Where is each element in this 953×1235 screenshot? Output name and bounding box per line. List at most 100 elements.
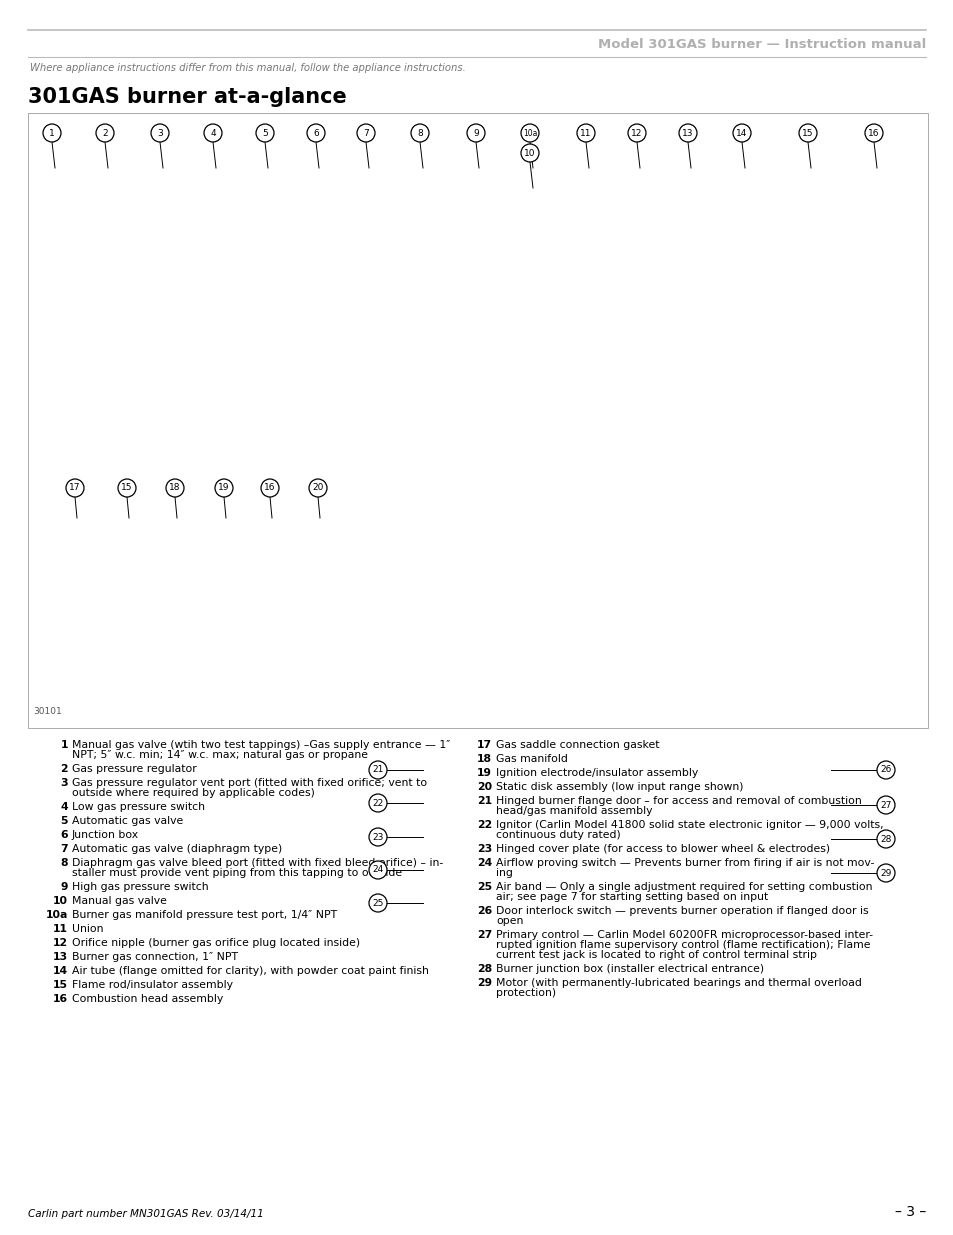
Circle shape — [627, 124, 645, 142]
Circle shape — [356, 124, 375, 142]
Text: Gas pressure regulator: Gas pressure regulator — [71, 764, 196, 774]
Circle shape — [43, 124, 61, 142]
Text: 21: 21 — [372, 766, 383, 774]
Text: 15: 15 — [53, 979, 68, 990]
Text: Airflow proving switch — Prevents burner from firing if air is not mov-: Airflow proving switch — Prevents burner… — [496, 858, 874, 868]
Text: Low gas pressure switch: Low gas pressure switch — [71, 802, 205, 811]
Text: Where appliance instructions differ from this manual, follow the appliance instr: Where appliance instructions differ from… — [30, 63, 465, 73]
Text: 22: 22 — [372, 799, 383, 808]
Text: open: open — [496, 916, 523, 926]
Text: 24: 24 — [476, 858, 492, 868]
Circle shape — [96, 124, 113, 142]
Text: 20: 20 — [476, 782, 492, 792]
Text: Motor (with permanently-lubricated bearings and thermal overload: Motor (with permanently-lubricated beari… — [496, 978, 861, 988]
FancyBboxPatch shape — [28, 112, 927, 727]
Text: 10: 10 — [524, 148, 536, 158]
Text: 24: 24 — [372, 866, 383, 874]
Text: ing: ing — [496, 868, 513, 878]
Text: 16: 16 — [264, 483, 275, 493]
Text: 12: 12 — [631, 128, 642, 137]
Text: Union: Union — [71, 924, 103, 934]
Circle shape — [261, 479, 278, 496]
Text: staller must provide vent piping from this tapping to outside: staller must provide vent piping from th… — [71, 868, 402, 878]
Text: 16: 16 — [52, 994, 68, 1004]
Text: 12: 12 — [52, 937, 68, 948]
Text: Model 301GAS burner — Instruction manual: Model 301GAS burner — Instruction manual — [598, 37, 925, 51]
Text: 7: 7 — [363, 128, 369, 137]
Text: 28: 28 — [880, 835, 891, 844]
Text: Orifice nipple (burner gas orifice plug located inside): Orifice nipple (burner gas orifice plug … — [71, 937, 359, 948]
Text: 10a: 10a — [522, 128, 537, 137]
Text: 17: 17 — [476, 740, 492, 750]
Text: 10a: 10a — [46, 910, 68, 920]
Circle shape — [876, 830, 894, 848]
Text: 301GAS burner at-a-glance: 301GAS burner at-a-glance — [28, 86, 346, 107]
Circle shape — [255, 124, 274, 142]
Text: 14: 14 — [52, 966, 68, 976]
Text: 11: 11 — [579, 128, 591, 137]
Circle shape — [732, 124, 750, 142]
Text: NPT; 5″ w.c. min; 14″ w.c. max; natural gas or propane: NPT; 5″ w.c. min; 14″ w.c. max; natural … — [71, 750, 368, 760]
Circle shape — [864, 124, 882, 142]
Text: High gas pressure switch: High gas pressure switch — [71, 882, 209, 892]
Text: Hinged cover plate (for access to blower wheel & electrodes): Hinged cover plate (for access to blower… — [496, 844, 829, 853]
Circle shape — [799, 124, 816, 142]
Text: 15: 15 — [121, 483, 132, 493]
Text: Door interlock switch — prevents burner operation if flanged door is: Door interlock switch — prevents burner … — [496, 906, 868, 916]
Circle shape — [151, 124, 169, 142]
Text: 19: 19 — [218, 483, 230, 493]
Text: 23: 23 — [476, 844, 492, 853]
Text: 11: 11 — [53, 924, 68, 934]
Text: Burner gas connection, 1″ NPT: Burner gas connection, 1″ NPT — [71, 952, 237, 962]
Text: Burner junction box (installer electrical entrance): Burner junction box (installer electrica… — [496, 963, 763, 974]
Text: 2: 2 — [102, 128, 108, 137]
Circle shape — [369, 861, 387, 879]
Text: 2: 2 — [60, 764, 68, 774]
Text: Flame rod/insulator assembly: Flame rod/insulator assembly — [71, 979, 233, 990]
Text: Gas pressure regulator vent port (fitted with fixed orifice; vent to: Gas pressure regulator vent port (fitted… — [71, 778, 427, 788]
Text: Gas saddle connection gasket: Gas saddle connection gasket — [496, 740, 659, 750]
Circle shape — [876, 797, 894, 814]
Text: Air band — Only a single adjustment required for setting combustion: Air band — Only a single adjustment requ… — [496, 882, 872, 892]
Text: 8: 8 — [416, 128, 422, 137]
Text: 5: 5 — [60, 816, 68, 826]
Text: 9: 9 — [60, 882, 68, 892]
Text: 6: 6 — [313, 128, 318, 137]
Text: air; see page 7 for starting setting based on input: air; see page 7 for starting setting bas… — [496, 892, 767, 902]
Circle shape — [520, 124, 538, 142]
Text: 9: 9 — [473, 128, 478, 137]
Text: 23: 23 — [372, 832, 383, 841]
Text: 25: 25 — [372, 899, 383, 908]
Circle shape — [118, 479, 136, 496]
Text: protection): protection) — [496, 988, 556, 998]
Text: 1: 1 — [60, 740, 68, 750]
Circle shape — [369, 894, 387, 911]
Text: 10: 10 — [53, 895, 68, 906]
Text: 27: 27 — [880, 800, 891, 809]
Text: 27: 27 — [476, 930, 492, 940]
Text: 6: 6 — [60, 830, 68, 840]
Text: Junction box: Junction box — [71, 830, 139, 840]
Text: 3: 3 — [60, 778, 68, 788]
Text: 13: 13 — [681, 128, 693, 137]
Text: 29: 29 — [880, 868, 891, 878]
Circle shape — [309, 479, 327, 496]
Text: 8: 8 — [60, 858, 68, 868]
Text: Manual gas valve: Manual gas valve — [71, 895, 167, 906]
Text: 26: 26 — [476, 906, 492, 916]
Circle shape — [679, 124, 697, 142]
Circle shape — [577, 124, 595, 142]
Circle shape — [214, 479, 233, 496]
Circle shape — [467, 124, 484, 142]
Text: Primary control — Carlin Model 60200FR microprocessor-based inter-: Primary control — Carlin Model 60200FR m… — [496, 930, 872, 940]
Text: Diaphragm gas valve bleed port (fitted with fixed bleed orifice) – in-: Diaphragm gas valve bleed port (fitted w… — [71, 858, 443, 868]
Circle shape — [204, 124, 222, 142]
Circle shape — [369, 794, 387, 811]
Text: 21: 21 — [476, 797, 492, 806]
Text: 5: 5 — [262, 128, 268, 137]
Text: Ignitor (Carlin Model 41800 solid state electronic ignitor — 9,000 volts,: Ignitor (Carlin Model 41800 solid state … — [496, 820, 882, 830]
Circle shape — [876, 864, 894, 882]
Circle shape — [66, 479, 84, 496]
Text: 4: 4 — [60, 802, 68, 811]
Text: 19: 19 — [476, 768, 492, 778]
